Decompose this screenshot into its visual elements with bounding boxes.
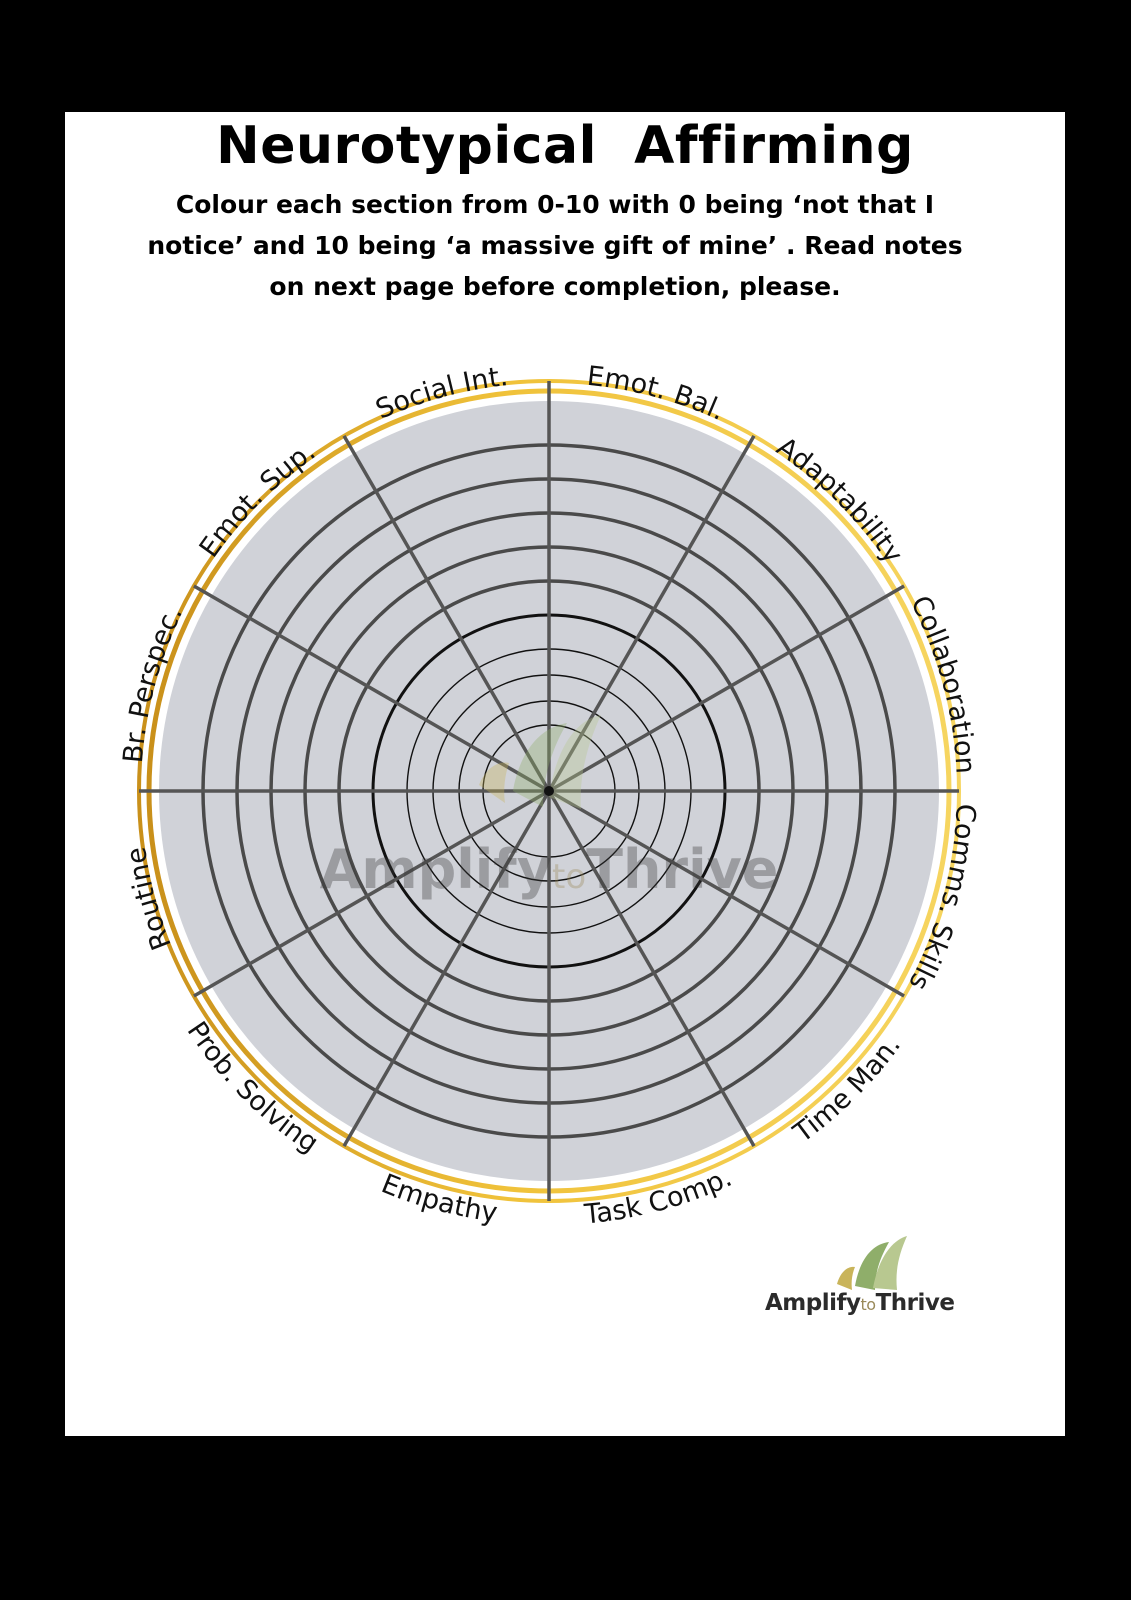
watermark: AmplifytoThrive xyxy=(320,715,779,901)
wheel-spoke-5 xyxy=(548,789,905,998)
wheel-spoke-6 xyxy=(547,790,756,1147)
page-title: Neurotypical Affirming xyxy=(216,116,914,176)
wheel-spokes xyxy=(139,381,959,1201)
wheel-spoke-8 xyxy=(342,790,551,1147)
wheel-spoke-12 xyxy=(342,435,551,792)
skills-wheel[interactable]: AmplifytoThrive Emot. Bal.AdaptabilityCo… xyxy=(65,112,1065,1436)
watermark-text: AmplifytoThrive xyxy=(320,838,779,901)
worksheet-page: Neurotypical Affirming Colour each secti… xyxy=(65,112,1065,1436)
brand-logo-text: AmplifytoThrive xyxy=(765,1290,955,1316)
wheel-spoke-11 xyxy=(193,584,550,793)
wheel-spoke-2 xyxy=(547,435,756,792)
wheel-spoke-9 xyxy=(193,789,550,998)
wheel-center xyxy=(544,786,554,796)
wheel-spoke-3 xyxy=(548,584,905,793)
instructions-text: Colour each section from 0-10 with 0 bei… xyxy=(147,190,963,301)
brand-logo: AmplifytoThrive xyxy=(765,1232,985,1322)
watermark-logo-icon xyxy=(479,715,601,809)
amplify-wave-logo-icon xyxy=(837,1236,907,1290)
